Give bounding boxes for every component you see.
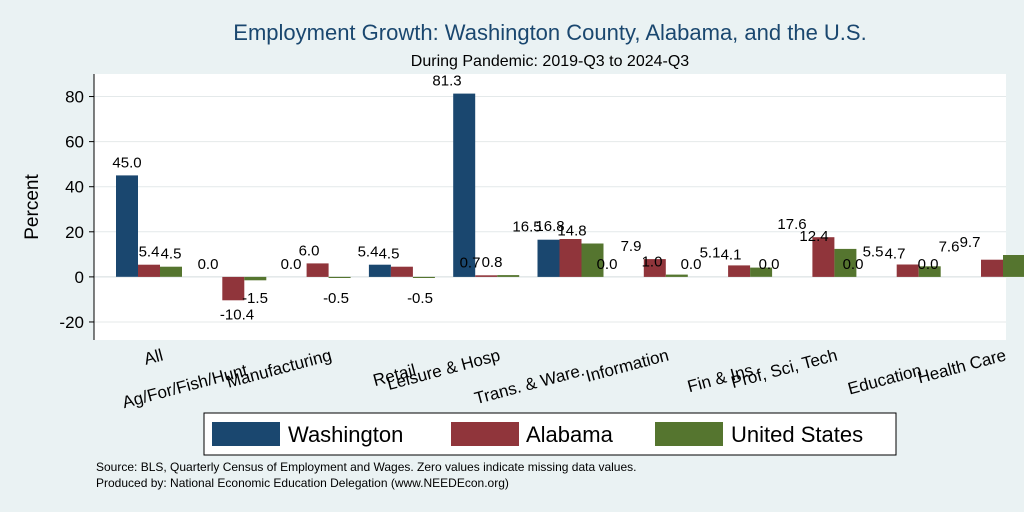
data-label: 16.8	[535, 218, 564, 235]
y-tick-label: 0	[75, 268, 84, 287]
data-label: 17.6	[777, 216, 806, 233]
legend-box	[203, 412, 897, 456]
data-label: -0.5	[323, 290, 349, 307]
bar	[728, 265, 751, 277]
chart-title: Employment Growth: Washington County, Al…	[233, 20, 866, 45]
data-label: 12.4	[799, 228, 828, 245]
data-label: 7.6	[939, 239, 960, 256]
data-label: 0.0	[918, 256, 939, 273]
x-tick-label: Manufacturing	[225, 346, 334, 392]
bar	[116, 175, 138, 277]
bar	[537, 239, 560, 277]
bar	[581, 243, 604, 277]
data-label: 45.0	[112, 154, 141, 171]
y-tick-label: -20	[59, 313, 84, 332]
x-tick-label: Health Care	[915, 346, 1008, 388]
legend-label: United States	[731, 422, 863, 447]
data-label: 4.5	[161, 246, 182, 263]
data-label: 9.7	[960, 234, 981, 251]
bar	[222, 276, 245, 301]
bar	[368, 264, 391, 277]
bar	[559, 239, 582, 277]
data-label: -10.4	[220, 306, 254, 323]
x-tick-label: Information	[584, 346, 671, 386]
data-labels: 45.0 0.0 0.0 5.4 81.3 16.5 0.0 0.0 0.0 0.0 0.0 5.4 -…	[112, 73, 980, 324]
data-label: 0.0	[281, 256, 302, 273]
y-axis: -20 0 20 40 60 80	[59, 74, 95, 340]
legend-swatch	[655, 422, 723, 446]
y-tick-label: 40	[65, 178, 84, 197]
bar	[138, 264, 160, 277]
data-label: 0.7	[460, 254, 481, 271]
legend-swatch	[212, 422, 280, 446]
data-label: 0.0	[759, 256, 780, 273]
x-tick-label: Prof, Sci, Tech	[729, 346, 839, 393]
data-label: 6.0	[299, 242, 320, 259]
x-tick-label: Trans. & Ware.	[472, 361, 586, 409]
data-label: 5.4	[358, 244, 379, 261]
bar	[1003, 255, 1024, 277]
data-label: -0.5	[407, 290, 433, 307]
data-label: 5.1	[700, 244, 721, 261]
data-label: 0.0	[681, 256, 702, 273]
data-label: 0.8	[482, 254, 503, 271]
bar	[244, 276, 267, 281]
bar	[643, 259, 666, 277]
bar	[896, 264, 919, 277]
bar	[453, 93, 476, 277]
data-label: 14.8	[557, 223, 586, 240]
bar	[750, 267, 773, 277]
bar	[918, 266, 941, 277]
x-tick-label: All	[142, 346, 165, 369]
y-tick-label: 20	[65, 223, 84, 242]
data-label: 0.0	[198, 256, 219, 273]
y-axis-label: Percent	[22, 174, 43, 240]
bar	[412, 276, 435, 278]
legend: Washington Alabama United States	[203, 412, 897, 456]
legend-label: Washington	[288, 422, 403, 447]
bars	[116, 93, 1024, 301]
bar	[665, 274, 688, 277]
bar	[390, 266, 413, 277]
bar	[306, 263, 329, 277]
data-label: 0.0	[597, 256, 618, 273]
chart-subtitle: During Pandemic: 2019-Q3 to 2024-Q3	[411, 53, 689, 70]
plot-area	[94, 74, 1006, 340]
bar	[981, 259, 1003, 277]
bar	[497, 275, 520, 277]
bar	[160, 266, 182, 277]
data-label: 0.0	[843, 256, 864, 273]
data-label: -1.5	[242, 290, 268, 307]
data-label: 5.5	[863, 244, 884, 261]
data-label: 5.4	[139, 244, 160, 261]
data-label: 4.7	[885, 245, 906, 262]
data-label: 81.3	[432, 73, 461, 90]
data-label: 4.1	[721, 247, 742, 264]
data-label: 7.9	[621, 238, 642, 255]
bar	[812, 237, 835, 277]
data-label: 1.0	[642, 254, 663, 271]
bar	[328, 276, 351, 278]
x-tick-label: Education	[846, 361, 924, 399]
produced-note: Produced by: National Economic Education…	[96, 476, 509, 490]
y-tick-label: 60	[65, 133, 84, 152]
data-label: 16.5	[512, 219, 541, 236]
y-tick-label: 80	[65, 88, 84, 107]
legend-swatch	[451, 422, 519, 446]
bar	[834, 248, 857, 277]
source-note: Source: BLS, Quarterly Census of Employm…	[96, 460, 636, 474]
bar	[475, 275, 498, 277]
legend-label: Alabama	[526, 422, 614, 447]
data-label: 4.5	[379, 246, 400, 263]
